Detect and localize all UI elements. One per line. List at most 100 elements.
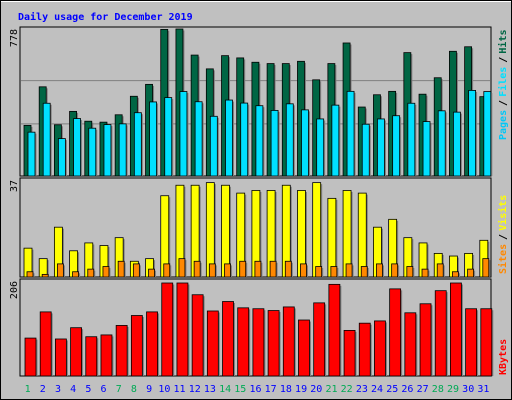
kbytes-bar [146,311,158,377]
kbytes-bar [24,337,37,377]
day-label: 5 [85,384,91,395]
kbytes-bar [434,290,447,377]
files-bar [316,118,325,177]
day-label: 18 [280,384,292,395]
day-label: 9 [146,384,152,395]
kbytes-bar [252,308,265,377]
files-bar [57,138,66,177]
files-bar [437,110,446,177]
kbytes-bar [161,282,174,377]
chart-title: Daily usage for December 2019 [18,11,193,23]
day-label: 3 [55,384,61,395]
sites-bar [300,263,307,278]
sites-bar [452,271,459,278]
kbytes-bar [480,308,493,377]
files-bar [88,127,97,177]
sites-bar [406,266,414,278]
kbytes-bar [389,288,402,377]
visits-bar [312,182,322,278]
day-label: 20 [310,384,322,395]
day-label: 1 [25,384,31,395]
files-bar [453,111,461,177]
files-bar [346,90,355,177]
sites-bar [224,263,231,278]
files-bar [392,115,401,177]
sites-bar [208,263,216,278]
kbytes-bar [39,311,52,377]
files-bar [468,90,477,177]
kbytes-bar [328,283,341,377]
files-bar [118,123,127,177]
sites-bar [421,268,429,278]
day-label: 27 [417,384,429,395]
sites-bar [436,263,444,278]
visits-bar [205,182,215,278]
day-label: 29 [447,384,459,395]
sites-bar [41,273,49,278]
day-label: 4 [70,384,76,395]
sites-bar [239,260,247,278]
kbytes-bar [450,282,462,377]
day-label: 8 [131,384,137,395]
day-label: 30 [462,384,474,395]
kbytes-panel: 206 KBytes [9,278,509,377]
kbytes-bar [465,308,478,377]
day-label: 17 [265,384,277,395]
legend-sites: Sites [497,244,509,274]
files-bar [73,118,81,177]
sites-bar [26,271,34,278]
kbytes-bar [374,320,386,377]
y-max-label: 206 [9,281,20,299]
kbytes-bar [282,306,295,377]
kbytes-bar [191,294,204,377]
day-label: 22 [341,384,353,395]
day-label: 6 [101,384,107,395]
files-bar [164,97,173,177]
day-label: 26 [401,384,413,395]
day-label: 14 [219,384,231,395]
sites-bar [193,260,201,278]
visits-bar [357,192,367,278]
kbytes-bar [313,302,326,377]
files-bar [27,131,36,177]
sites-bar [360,266,368,278]
kbytes-bar [267,310,280,377]
y-max-label: 778 [9,29,20,47]
sites-bar [376,263,383,278]
sites-bar [330,266,338,278]
hits-files-panel: 778 Pages / Files / Hits [9,26,509,177]
sites-bar [56,263,64,278]
sites-bar [102,266,110,278]
files-bar [194,101,203,177]
sites-bar [345,263,353,278]
kbytes-bar [176,282,189,377]
sites-bar [482,258,490,278]
day-label: 23 [356,384,368,395]
kbytes-bar [206,310,219,377]
day-label: 19 [295,384,307,395]
kbytes-bar [100,334,113,377]
kbytes-bar [404,312,417,377]
day-label: 16 [249,384,261,395]
sites-bar [178,258,186,278]
sites-bar [467,268,475,278]
files-bar [483,91,492,177]
files-bar [149,101,157,177]
visits-bar [327,197,337,278]
kbytes-bar [343,330,356,377]
day-label: 28 [432,384,444,395]
kbytes-bar [298,319,310,377]
day-label: 2 [40,384,46,395]
day-label: 25 [386,384,398,395]
day-label: 31 [477,384,489,395]
legend-visits: Visits [497,195,509,231]
day-axis-labels: 1 2 3 4 5 6 7 8 9 10 11 12 13 14 15 16 17 18 19 20 21 22 23 24 2… [25,384,490,395]
sites-bar [132,263,140,278]
day-label: 15 [234,384,246,395]
kbytes-bar [130,315,143,377]
sites-bar [163,263,171,278]
legend-sep: / [498,234,509,240]
day-label: 11 [174,384,186,395]
day-label: 12 [189,384,201,395]
sites-bar [269,260,277,278]
